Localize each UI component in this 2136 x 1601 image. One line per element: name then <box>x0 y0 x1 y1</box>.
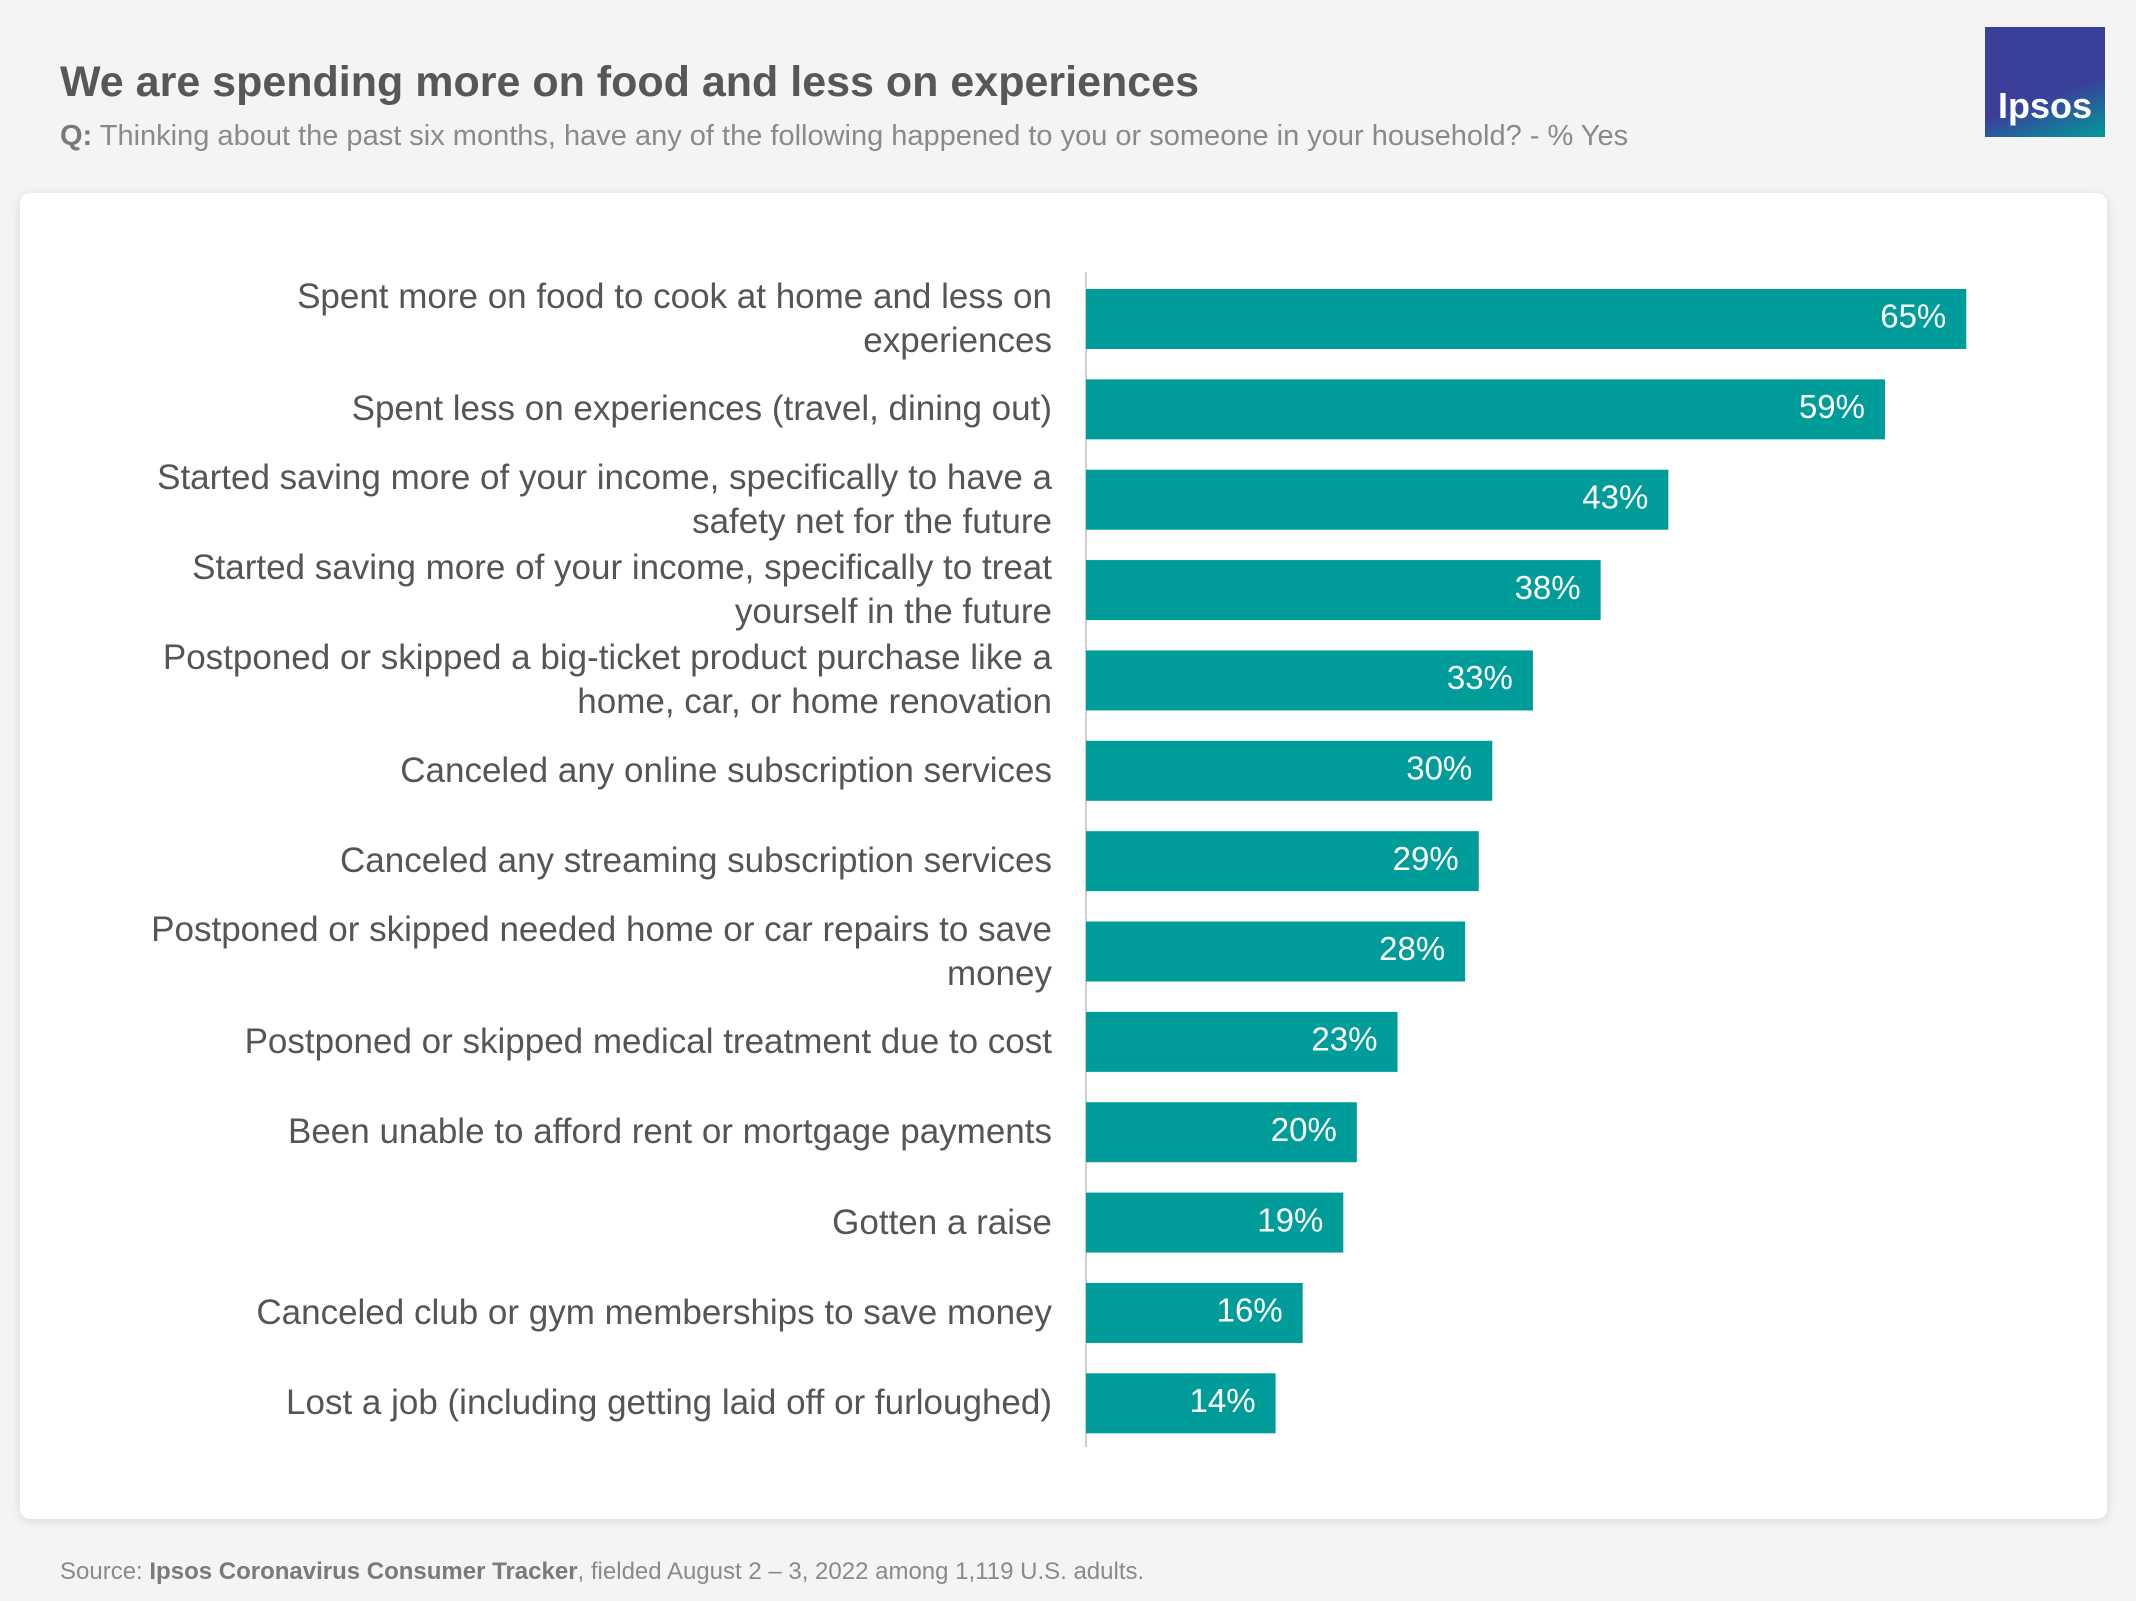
category-label: Canceled any online subscription service… <box>400 750 1052 790</box>
subtitle: Thinking about the past six months, have… <box>99 120 1629 152</box>
category-label: Canceled club or gym memberships to save… <box>256 1292 1052 1332</box>
category-label: Been unable to afford rent or mortgage p… <box>287 1112 1052 1152</box>
value-label: 28% <box>1379 930 1445 967</box>
bar <box>1086 379 1886 440</box>
value-label: 20% <box>1271 1111 1337 1148</box>
chart-title: We are spending more on food and less on… <box>60 58 1199 106</box>
value-label: 30% <box>1406 750 1472 787</box>
bar <box>1086 650 1533 711</box>
question-label: Q: <box>60 120 93 152</box>
value-label: 29% <box>1393 840 1459 877</box>
bar <box>1086 1373 1276 1434</box>
subtitle-row: Q: Thinking about the past six months, h… <box>60 120 1628 153</box>
category-label: Gotten a raise <box>832 1202 1052 1242</box>
category-label: Started saving more of your income, spec… <box>157 457 1052 541</box>
bar <box>1086 560 1601 621</box>
bar <box>1086 469 1669 530</box>
value-label: 16% <box>1217 1292 1283 1329</box>
bar <box>1086 289 1967 349</box>
source-row: Source: Ipsos Coronavirus Consumer Track… <box>60 1558 1144 1586</box>
bar <box>1086 1282 1303 1343</box>
value-label: 14% <box>1190 1382 1256 1419</box>
value-label: 19% <box>1257 1201 1323 1238</box>
category-label: Spent more on food to cook at home and l… <box>297 277 1052 360</box>
value-label: 38% <box>1515 569 1581 606</box>
category-label: Started saving more of your income, spec… <box>192 548 1052 632</box>
bar <box>1086 740 1493 801</box>
bar <box>1086 831 1479 892</box>
value-label: 43% <box>1582 478 1648 515</box>
bar <box>1086 921 1466 982</box>
value-label: 65% <box>1880 298 1946 335</box>
category-label: Lost a job (including getting laid off o… <box>286 1383 1052 1423</box>
category-label: Canceled any streaming subscription serv… <box>340 841 1052 881</box>
category-label: Spent less on experiences (travel, dinin… <box>351 389 1052 429</box>
value-label: 59% <box>1799 388 1865 425</box>
value-label: 23% <box>1311 1021 1377 1058</box>
bar <box>1086 1102 1357 1163</box>
source-label: Source: <box>60 1558 143 1585</box>
source-detail: , fielded August 2 – 3, 2022 among 1,119… <box>577 1558 1145 1585</box>
bar <box>1086 1011 1398 1072</box>
source-name: Ipsos Coronavirus Consumer Tracker <box>149 1558 578 1585</box>
logo: Ipsos <box>1985 27 2105 137</box>
category-label: Postponed or skipped a big-ticket produc… <box>162 638 1052 722</box>
value-label: 33% <box>1447 659 1513 696</box>
category-label: Postponed or skipped needed home or car … <box>151 909 1052 993</box>
bar <box>1086 1192 1344 1253</box>
category-label: Postponed or skipped medical treatment d… <box>244 1021 1052 1061</box>
